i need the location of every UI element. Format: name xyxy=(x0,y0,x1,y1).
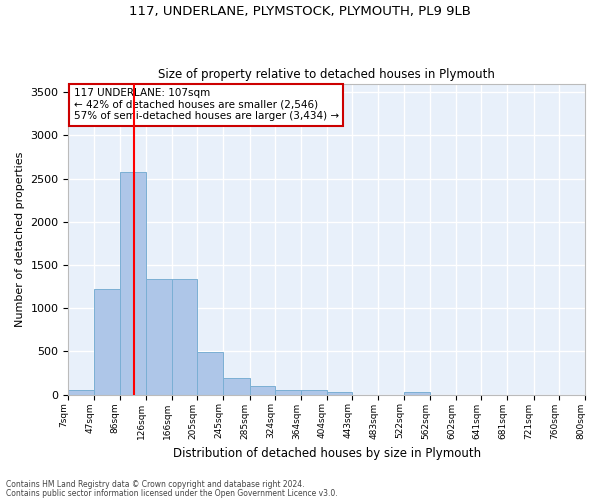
Bar xyxy=(223,378,250,394)
Text: 117 UNDERLANE: 107sqm
← 42% of detached houses are smaller (2,546)
57% of semi-d: 117 UNDERLANE: 107sqm ← 42% of detached … xyxy=(74,88,338,122)
Y-axis label: Number of detached properties: Number of detached properties xyxy=(15,152,25,327)
Bar xyxy=(327,392,352,394)
Bar xyxy=(68,390,94,394)
Text: 117, UNDERLANE, PLYMSTOCK, PLYMOUTH, PL9 9LB: 117, UNDERLANE, PLYMSTOCK, PLYMOUTH, PL9… xyxy=(129,5,471,18)
Bar xyxy=(94,289,120,395)
X-axis label: Distribution of detached houses by size in Plymouth: Distribution of detached houses by size … xyxy=(173,447,481,460)
Bar xyxy=(146,279,172,394)
Text: Contains public sector information licensed under the Open Government Licence v3: Contains public sector information licen… xyxy=(6,488,338,498)
Bar xyxy=(250,386,275,394)
Bar xyxy=(197,352,223,395)
Title: Size of property relative to detached houses in Plymouth: Size of property relative to detached ho… xyxy=(158,68,495,81)
Bar xyxy=(172,279,197,394)
Text: Contains HM Land Registry data © Crown copyright and database right 2024.: Contains HM Land Registry data © Crown c… xyxy=(6,480,305,489)
Bar xyxy=(275,390,301,394)
Bar xyxy=(301,390,327,394)
Bar xyxy=(120,172,146,394)
Bar xyxy=(404,392,430,394)
